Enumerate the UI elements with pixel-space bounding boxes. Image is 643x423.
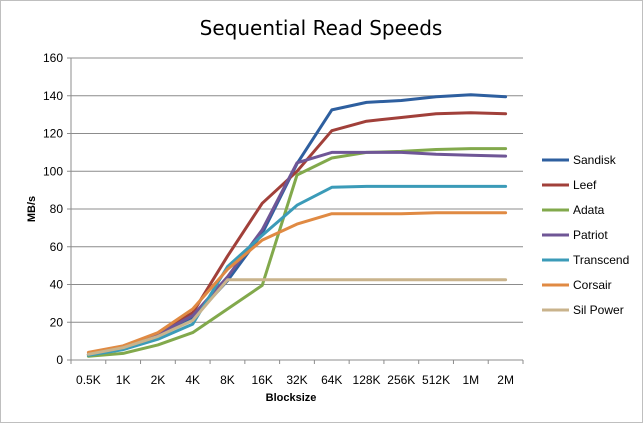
x-tick-label: 16K (252, 373, 273, 387)
legend-label: Sandisk (573, 153, 617, 167)
x-tick-label: 8K (220, 373, 235, 387)
series-line-patriot (86, 150, 508, 356)
x-tick-label: 2M (497, 373, 514, 387)
y-axis-title: MB/s (26, 196, 38, 222)
series-lines (86, 93, 508, 358)
x-tick-label: 64K (321, 373, 342, 387)
y-tick-label: 20 (50, 315, 64, 329)
y-tick-labels: 0 20 40 60 80 100 120 140 160 (43, 51, 63, 367)
legend-label: Adata (573, 203, 605, 217)
series-line-transcend (86, 184, 508, 357)
x-tick-label: 1K (116, 373, 131, 387)
legend-label: Transcend (573, 253, 629, 267)
x-tick-label: 256K (387, 373, 415, 387)
x-tick-label: 512K (422, 373, 450, 387)
y-tick-label: 140 (43, 89, 63, 103)
x-tick-label: 1M (463, 373, 480, 387)
x-tick-label: 0.5K (76, 373, 101, 387)
x-tick-labels: 0.5K 1K 2K 4K 8K 16K 32K 64K 128K 256K 512K 1M 2M (76, 373, 514, 387)
y-tick-label: 0 (56, 353, 63, 367)
y-tick-label: 40 (50, 278, 64, 292)
series-line-corsair (86, 211, 508, 354)
x-tick-label: 2K (151, 373, 166, 387)
chart-title: Sequential Read Speeds (200, 16, 443, 40)
y-tick-label: 100 (43, 164, 63, 178)
axes (67, 57, 524, 364)
legend-label: Patriot (573, 228, 608, 242)
y-tick-label: 160 (43, 51, 63, 65)
x-tick-label: 32K (286, 373, 307, 387)
x-tick-label: 4K (185, 373, 200, 387)
legend-label: Sil Power (573, 303, 624, 317)
y-tick-label: 60 (50, 240, 64, 254)
y-tick-label: 120 (43, 127, 63, 141)
x-tick-label: 128K (353, 373, 381, 387)
legend-label: Leef (573, 178, 597, 192)
gridlines (71, 57, 523, 323)
series-line-sil-power (86, 278, 508, 356)
legend: Sandisk Leef Adata Patriot Transcend Corsair S… (542, 153, 629, 317)
y-tick-label: 80 (50, 202, 64, 216)
legend-label: Corsair (573, 278, 612, 292)
x-axis-title: Blocksize (266, 392, 317, 404)
series-line-adata (86, 147, 508, 358)
